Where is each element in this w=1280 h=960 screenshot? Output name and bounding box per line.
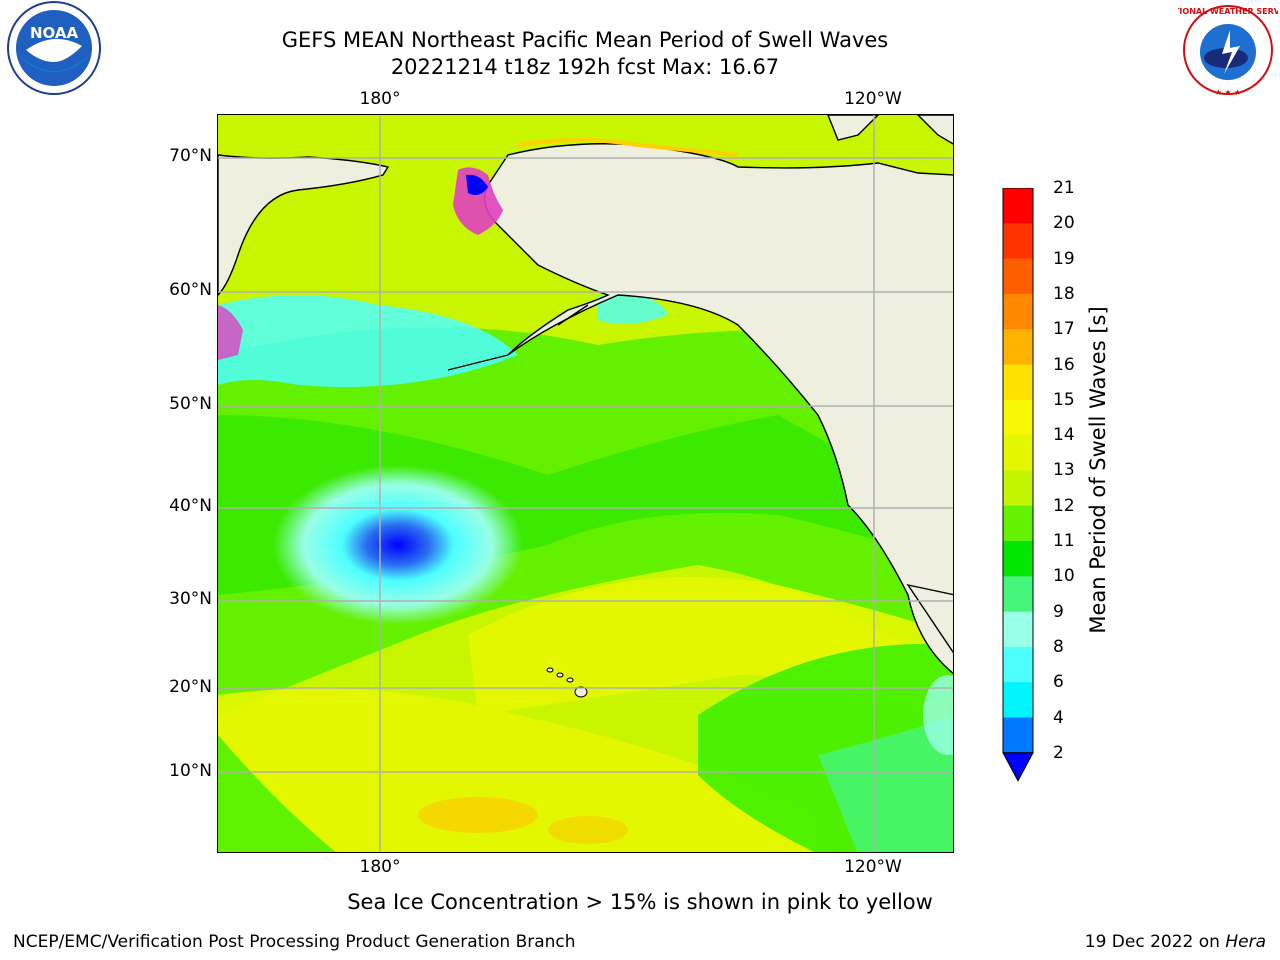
colorbar-frame [1002,187,1034,754]
colorbar-swatch [1003,717,1033,754]
colorbar-tick-label: 6 [1053,672,1064,693]
colorbar-tick-label: 12 [1053,495,1075,516]
colorbar-tick-label: 17 [1053,319,1075,340]
lon-label-top: 180° [359,89,401,109]
colorbar-swatch [1003,223,1033,260]
colorbar-tick-label: 19 [1053,248,1075,269]
lat-label: 60°N [169,280,212,300]
colorbar-tick-label: 16 [1053,354,1075,375]
lat-label: 50°N [169,394,212,414]
colorbar-swatches [1002,187,1034,782]
lat-label: 20°N [169,677,212,697]
colorbar-tick-label: 8 [1053,636,1064,657]
nws-logo-text: NATIONAL WEATHER SERVICE [1178,7,1278,16]
colorbar-tick-label: 14 [1053,425,1075,446]
colorbar-tick-label: 21 [1053,178,1075,198]
colorbar-swatch [1003,470,1033,507]
colorbar-swatch [1003,646,1033,683]
hawaii-islands [546,667,588,698]
map-panel [217,114,954,853]
low-period-center [273,465,523,625]
colorbar-tick-label: 4 [1053,707,1064,728]
svg-text:★ ★ ★: ★ ★ ★ [1215,88,1242,97]
sea-ice-edge [517,138,739,157]
colorbar-swatch [1003,399,1033,436]
colorbar-tick-label: 18 [1053,283,1075,304]
colorbar-swatch [1003,329,1033,365]
date-stamp: 19 Dec 2022 on Hera [1085,932,1266,952]
colorbar-tick-label: 13 [1053,460,1075,481]
colorbar-swatch [1003,505,1033,542]
colorbar-swatch [1003,258,1033,295]
lon-label-bottom: 120°W [844,857,902,877]
lon-label-top: 120°W [844,89,902,109]
colorbar [1002,187,1036,788]
colorbar-swatch [1003,611,1033,648]
colorbar-tick-label: 11 [1053,531,1075,551]
colorbar-swatch [1003,541,1033,577]
lat-label: 40°N [169,496,212,516]
credit-text: NCEP/EMC/Verification Post Processing Pr… [13,932,576,952]
map-subtitle: 20221214 t18z 192h fcst Max: 16.67 [390,55,780,79]
colorbar-swatch [1003,188,1033,224]
colorbar-extend-triangle [1002,752,1034,782]
swell-period-map [218,115,953,852]
colorbar-tick-label: 9 [1053,601,1064,622]
colorbar-swatch [1003,435,1033,471]
lat-label: 70°N [169,146,212,166]
colorbar-tick-label: 10 [1053,566,1075,587]
nws-logo: NATIONAL WEATHER SERVICE ★ ★ ★ [1162,0,1280,97]
sea-ice-note: Sea Ice Concentration > 15% is shown in … [347,890,933,914]
lon-label-bottom: 180° [359,857,401,877]
colorbar-tick-label: 20 [1053,213,1075,234]
colorbar-label: Mean Period of Swell Waves [s] [1086,306,1110,634]
graticule [218,115,953,852]
colorbar-swatch [1003,576,1033,613]
lat-label: 30°N [169,589,212,609]
lat-label: 10°N [169,761,212,781]
colorbar-tick-label: 2 [1053,742,1064,763]
colorbar-swatch [1003,293,1033,330]
noaa-logo: NOAA [6,0,102,96]
host-name: Hera [1225,932,1266,952]
date-text: 19 Dec 2022 on [1084,932,1220,952]
colorbar-swatch [1003,682,1033,718]
colorbar-swatch [1003,364,1033,401]
colorbar-tick-label: 15 [1053,389,1075,410]
land [218,115,953,675]
noaa-logo-text: NOAA [30,24,79,42]
map-title: GEFS MEAN Northeast Pacific Mean Period … [281,28,889,52]
